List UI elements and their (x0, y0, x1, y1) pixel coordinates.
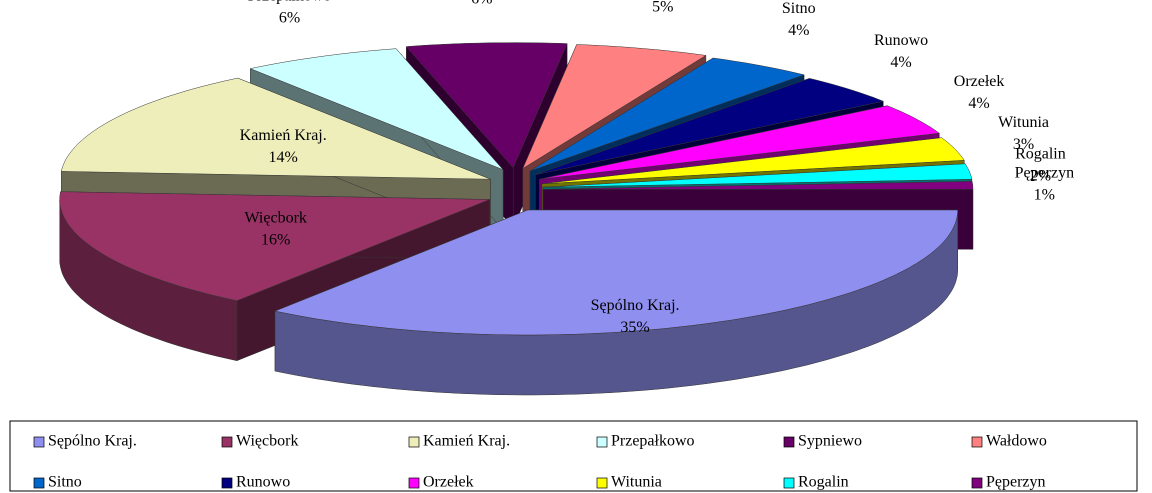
slice (542, 163, 973, 188)
data-label-value: 4% (890, 54, 911, 71)
labels: Sępólno Kraj. 35% Więcbork 16% Kamień Kraj. 1… (240, 0, 1074, 336)
legend-swatch (33, 477, 45, 489)
data-label-name: Pęperzyn (1015, 164, 1075, 181)
legend-label: Kamień Kraj. (423, 433, 510, 450)
data-label-value: 1% (1034, 186, 1055, 203)
legend-label: Więcbork (236, 433, 298, 450)
legend-label: Pęperzyn (986, 474, 1046, 491)
slice (539, 105, 940, 180)
data-label-value: 2% (1030, 167, 1051, 184)
slice (542, 181, 974, 190)
data-label-value: 4% (968, 95, 989, 112)
slice (529, 57, 805, 172)
legend-swatch (596, 477, 608, 489)
legend-swatch (783, 477, 795, 489)
legend-label: Wałdowo (986, 433, 1047, 450)
data-label-value: 35% (620, 319, 649, 336)
legend-swatch (221, 436, 233, 448)
slice (60, 77, 491, 180)
legend-label: Rogalin (798, 474, 849, 491)
legend-label: Sitno (48, 474, 82, 491)
data-label-value: 6% (279, 10, 300, 27)
legend-swatch (783, 436, 795, 448)
data-label-value: 5% (652, 0, 673, 15)
slice (59, 191, 490, 301)
legend-box (9, 420, 1138, 492)
legend-label: Runowo (236, 474, 290, 491)
data-label-name: Więcbork (244, 209, 306, 226)
legend: Sępólno Kraj. Więcbork Kamień Kraj. Przepał… (33, 433, 1047, 491)
data-label-value: 6% (471, 0, 492, 8)
slice (541, 137, 965, 185)
legend-label: Witunia (611, 474, 662, 491)
legend-swatch (971, 477, 983, 489)
data-label-name: Runowo (874, 32, 928, 49)
slice (535, 78, 885, 175)
legend-swatch (408, 477, 420, 489)
data-label-value: 4% (788, 22, 809, 39)
slice (249, 48, 504, 170)
legend-swatch (596, 436, 608, 448)
legend-swatch (408, 436, 420, 448)
slice (405, 42, 568, 169)
data-label-value: 3% (1013, 136, 1034, 153)
data-label-name: Przepałkowo (248, 0, 332, 5)
legend-swatch (221, 477, 233, 489)
pie (59, 42, 974, 396)
legend-swatch (33, 436, 45, 448)
slice (274, 209, 958, 336)
data-label-name: Sitno (782, 0, 816, 17)
data-label-name: Orzełek (954, 73, 1005, 90)
legend-label: Sępólno Kraj. (48, 433, 137, 450)
legend-label: Sypniewo (798, 433, 862, 450)
data-label-name: Witunia (998, 114, 1049, 131)
legend-swatch (971, 436, 983, 448)
slice (274, 209, 958, 396)
legend-label: Orzełek (423, 474, 474, 491)
slice (522, 44, 707, 170)
data-label-name: Sępólno Kraj. (591, 297, 680, 314)
data-label-value: 14% (269, 149, 298, 166)
data-label-name: Rogalin (1015, 145, 1066, 162)
data-label-value: 16% (261, 231, 290, 248)
legend-label: Przepałkowo (611, 433, 695, 450)
data-label-name: Kamień Kraj. (240, 127, 327, 144)
